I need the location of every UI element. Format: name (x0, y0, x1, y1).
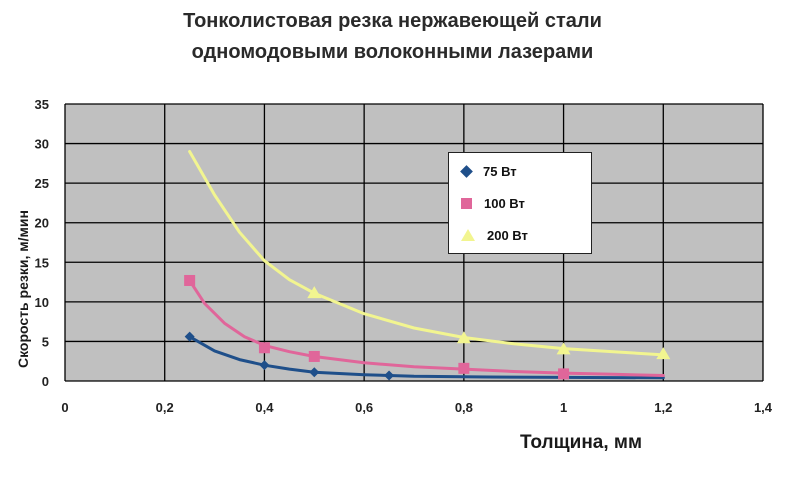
series-line-1 (188, 279, 665, 377)
chart-title-line-2: одномодовыми волоконными лазерами (191, 41, 594, 63)
data-point-diamond (259, 360, 270, 371)
y-tick-label: 0 (42, 374, 49, 389)
y-tick-label: 25 (35, 176, 49, 191)
x-tick-label: 0 (61, 400, 68, 415)
legend-label: 75 Вт (483, 163, 517, 179)
legend-item-200w: 200 Вт (461, 225, 528, 245)
x-tick-label: 1,2 (654, 400, 672, 415)
data-point-triangle (556, 342, 571, 355)
y-tick-label: 10 (35, 295, 49, 310)
data-point-triangle (456, 331, 471, 344)
data-point-square (458, 362, 470, 374)
y-tick-label: 35 (35, 97, 49, 112)
x-tick-label: 0,4 (255, 400, 274, 415)
y-axis-label: Скорость резки, м/мин (15, 210, 31, 368)
plot-background (65, 104, 763, 381)
data-point-square (184, 274, 196, 286)
y-tick-label: 20 (35, 216, 49, 231)
x-axis-label: Толщина, мм (520, 432, 643, 453)
legend-label: 200 Вт (487, 227, 528, 243)
data-point-square (558, 368, 570, 380)
x-tick-label: 0,6 (355, 400, 373, 415)
y-tick-label: 30 (35, 137, 49, 152)
legend-marker-square (461, 197, 472, 209)
x-tick-label: 0,8 (455, 400, 473, 415)
data-point-diamond (309, 367, 320, 378)
data-point-square (308, 350, 320, 362)
data-point-diamond (184, 331, 195, 342)
x-tick-label: 1 (560, 400, 567, 415)
chart-title-line-1: Тонколистовая резка нержавеющей стали (183, 10, 602, 32)
legend-item-100w: 100 Вт (461, 193, 525, 213)
legend-marker-triangle (461, 229, 475, 241)
x-tick-label: 1,4 (754, 400, 773, 415)
legend: 75 Вт 100 Вт 200 Вт (448, 152, 592, 254)
data-point-triangle (656, 347, 671, 360)
legend-item-75w: 75 Вт (460, 161, 517, 181)
data-point-diamond (384, 370, 395, 381)
data-point-triangle (307, 286, 322, 299)
legend-label: 100 Вт (484, 195, 525, 211)
y-tick-label: 15 (35, 255, 49, 270)
data-point-square (258, 342, 270, 354)
legend-marker-diamond (460, 164, 473, 178)
x-tick-label: 0,2 (156, 400, 174, 415)
y-tick-label: 5 (42, 334, 49, 349)
